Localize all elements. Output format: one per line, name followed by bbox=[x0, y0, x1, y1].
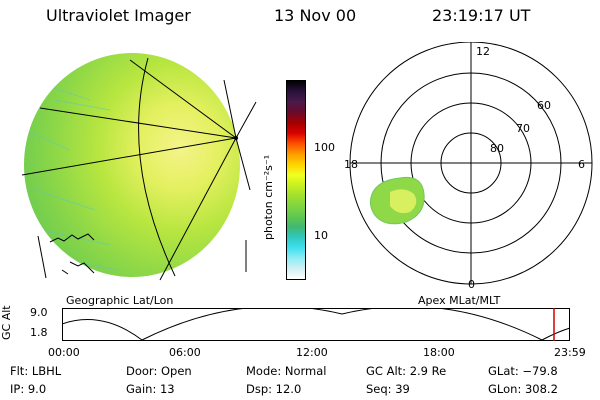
orbit-xtick-0000: 00:00 bbox=[48, 346, 80, 359]
time-label: 23:19:17 UT bbox=[432, 6, 531, 25]
filter-info: Flt: LBHL bbox=[10, 364, 62, 378]
date-label: 13 Nov 00 bbox=[274, 6, 357, 25]
orbit-xtick-0600: 06:00 bbox=[169, 346, 201, 359]
dsp-info: Dsp: 12.0 bbox=[246, 382, 302, 396]
coastline bbox=[49, 233, 95, 275]
orbit-xtick-1200: 12:00 bbox=[296, 346, 328, 359]
mlt-label-6: 6 bbox=[578, 158, 585, 171]
orbit-xtick-1800: 18:00 bbox=[423, 346, 455, 359]
colorbar-label: photon cm⁻²s⁻¹ bbox=[262, 154, 275, 240]
orbit-curve bbox=[62, 308, 571, 341]
pole-marker bbox=[234, 136, 238, 140]
polar-plot: 12 18 6 0 60 70 80 bbox=[344, 42, 593, 291]
auroral-patch-core bbox=[390, 189, 417, 214]
gain-info: Gain: 13 bbox=[126, 382, 175, 396]
door-info: Door: Open bbox=[126, 364, 192, 378]
apex-label: Apex MLat/MLT bbox=[418, 294, 501, 307]
mlt-label-0: 0 bbox=[468, 278, 475, 291]
colorbar bbox=[286, 80, 306, 280]
orbit-ylabel: GC Alt bbox=[0, 305, 13, 340]
orbit-altitude-plot bbox=[62, 308, 571, 341]
lat-label-80: 80 bbox=[490, 142, 504, 155]
instrument-title: Ultraviolet Imager bbox=[46, 6, 191, 25]
orbit-ytick-1-8: 1.8 bbox=[30, 326, 48, 339]
colorbar-tick-10: 10 bbox=[314, 229, 328, 242]
lat-label-60: 60 bbox=[537, 99, 551, 112]
seq-info: Seq: 39 bbox=[366, 382, 410, 396]
mode-info: Mode: Normal bbox=[246, 364, 327, 378]
geographic-image bbox=[21, 53, 257, 281]
geographic-label: Geographic Lat/Lon bbox=[66, 294, 174, 307]
gc-alt-info: GC Alt: 2.9 Re bbox=[366, 364, 447, 378]
ip-info: IP: 9.0 bbox=[10, 382, 47, 396]
glon-info: GLon: 308.2 bbox=[488, 382, 558, 396]
glat-info: GLat: −79.8 bbox=[488, 364, 558, 378]
orbit-ytick-9: 9.0 bbox=[30, 306, 48, 319]
lat-lon-grid bbox=[21, 57, 257, 281]
lat-label-70: 70 bbox=[516, 122, 530, 135]
colorbar-tick-100: 100 bbox=[314, 141, 335, 154]
orbit-xtick-2359: 23:59 bbox=[554, 346, 586, 359]
earth-disk bbox=[24, 53, 240, 277]
mlt-label-18: 18 bbox=[344, 158, 358, 171]
mlt-label-12: 12 bbox=[476, 45, 490, 58]
